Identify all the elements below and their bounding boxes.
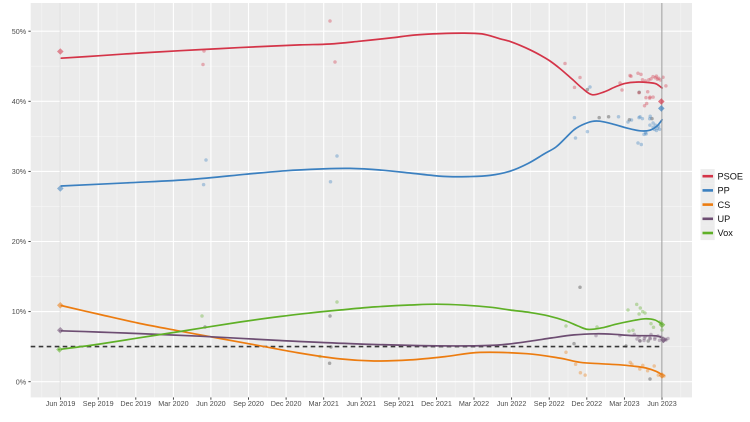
svg-text:Vox: Vox: [718, 228, 734, 238]
svg-text:Jun 2022: Jun 2022: [497, 399, 527, 408]
svg-text:UP: UP: [718, 214, 731, 224]
svg-text:Dec 2021: Dec 2021: [421, 399, 452, 408]
svg-text:Mar 2021: Mar 2021: [309, 399, 339, 408]
svg-text:Jun 2019: Jun 2019: [46, 399, 76, 408]
svg-text:Sep 2021: Sep 2021: [384, 399, 415, 408]
svg-text:30%: 30%: [12, 167, 27, 176]
svg-text:CS: CS: [718, 200, 731, 210]
svg-text:Sep 2022: Sep 2022: [534, 399, 565, 408]
svg-text:Sep 2019: Sep 2019: [83, 399, 114, 408]
svg-text:Dec 2020: Dec 2020: [271, 399, 302, 408]
svg-text:0%: 0%: [16, 377, 27, 386]
svg-text:Mar 2023: Mar 2023: [609, 399, 639, 408]
svg-text:Jun 2020: Jun 2020: [196, 399, 226, 408]
svg-text:PSOE: PSOE: [718, 171, 744, 181]
svg-text:50%: 50%: [12, 27, 27, 36]
svg-text:Mar 2020: Mar 2020: [158, 399, 188, 408]
svg-text:PP: PP: [718, 186, 730, 196]
svg-text:10%: 10%: [12, 307, 27, 316]
svg-text:Mar 2022: Mar 2022: [459, 399, 489, 408]
svg-text:Jun 2023: Jun 2023: [647, 399, 677, 408]
svg-text:20%: 20%: [12, 237, 27, 246]
svg-text:Dec 2022: Dec 2022: [571, 399, 602, 408]
svg-text:40%: 40%: [12, 97, 27, 106]
svg-text:Sep 2020: Sep 2020: [233, 399, 264, 408]
svg-text:Dec 2019: Dec 2019: [120, 399, 151, 408]
svg-text:Jun 2021: Jun 2021: [347, 399, 377, 408]
